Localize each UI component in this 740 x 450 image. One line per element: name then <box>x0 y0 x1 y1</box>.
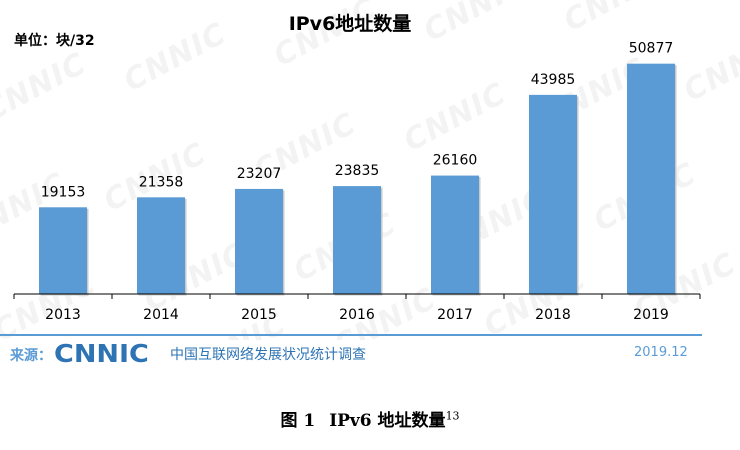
x-tick-label: 2019 <box>633 307 669 323</box>
data-label: 21358 <box>139 174 184 190</box>
x-tick-label: 2016 <box>339 307 375 323</box>
footnote-marker: 13 <box>445 409 460 423</box>
figure-label: 图 1 <box>280 411 316 431</box>
cnnic-logo: CNNIC <box>54 339 149 368</box>
bar <box>529 94 577 294</box>
data-label: 43985 <box>531 72 576 88</box>
survey-name: 中国互联网络发展状况统计调查 <box>170 347 366 363</box>
x-tick-label: 2018 <box>535 307 571 323</box>
bar-chart: 19153 2013 21358 2014 23207 2015 23835 2016 2616… <box>13 41 701 323</box>
x-tick-label: 2013 <box>45 307 81 323</box>
report-date: 2019.12 <box>634 345 688 360</box>
bar <box>627 63 675 294</box>
bar <box>431 175 479 294</box>
source-label: 来源： <box>10 348 52 364</box>
figure-title: IPv6 地址数量 <box>329 411 446 431</box>
data-label: 26160 <box>433 153 478 169</box>
data-label: 23835 <box>335 163 380 179</box>
bar <box>39 207 87 294</box>
bar <box>333 186 381 294</box>
data-label: 19153 <box>41 184 86 200</box>
bar <box>235 188 283 294</box>
footer-divider <box>0 334 702 336</box>
bar <box>137 197 185 294</box>
x-tick-label: 2014 <box>143 307 179 323</box>
figure-caption: 图 1 IPv6 地址数量13 <box>0 406 740 431</box>
chart-title: IPv6地址数量 <box>288 13 412 35</box>
x-tick-label: 2017 <box>437 307 473 323</box>
unit-label: 单位：块/32 <box>14 33 95 49</box>
data-label: 50877 <box>629 41 674 57</box>
data-label: 23207 <box>237 166 282 182</box>
x-tick-label: 2015 <box>241 307 277 323</box>
